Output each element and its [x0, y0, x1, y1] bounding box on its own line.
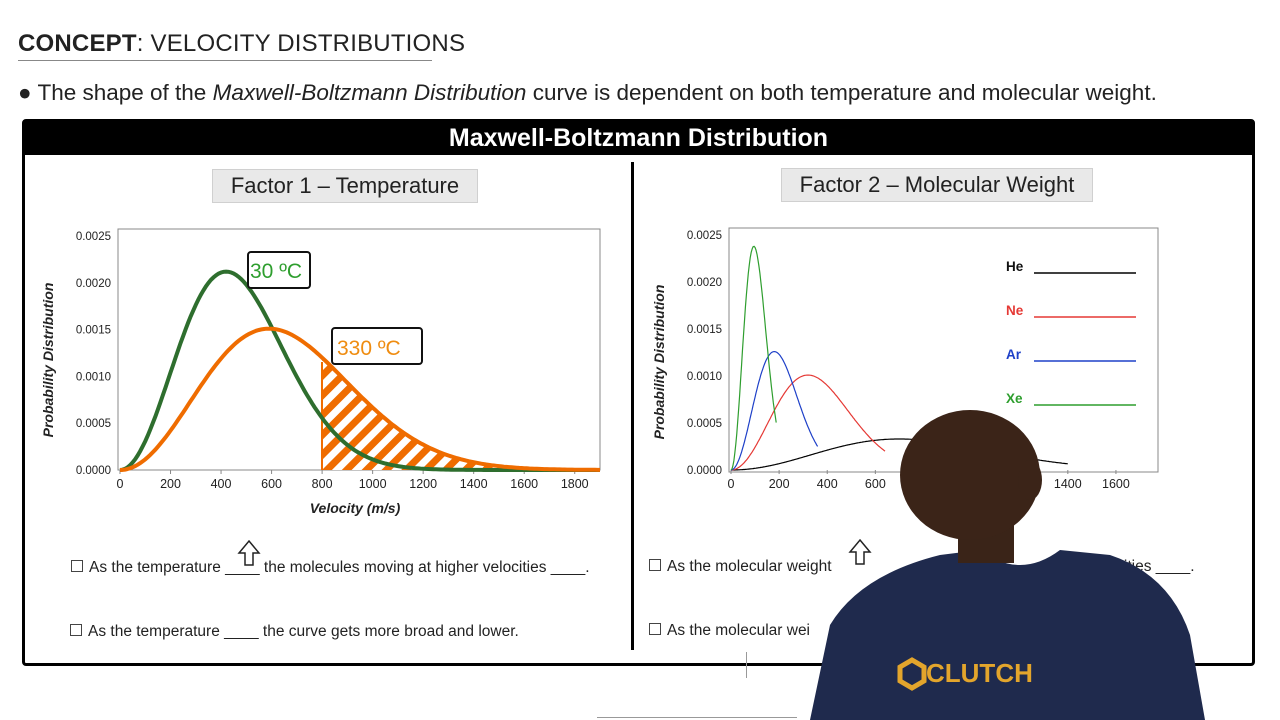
right-question-1: As the molecular weight	[649, 558, 832, 576]
divider-mark	[746, 652, 747, 678]
bullet-text-italic: Maxwell-Boltzmann Distribution	[212, 80, 527, 105]
left-y-tick-label: 0.0025	[76, 231, 111, 243]
bullet-symbol: ●	[18, 80, 32, 105]
left-question-1: As the temperature ____ the molecules mo…	[71, 559, 590, 577]
right-y-tick-label: 0.0000	[687, 465, 722, 477]
series-xe-line	[730, 245, 777, 471]
left-x-axis-label: Velocity (m/s)	[310, 500, 401, 516]
legend-label-he: He	[1006, 259, 1024, 274]
left-x-tick-label: 1400	[460, 477, 488, 491]
right-x-tick-label: 1400	[1054, 477, 1082, 491]
right-y-tick-label: 0.0020	[687, 277, 722, 289]
right-x-tick-label: 600	[865, 477, 886, 491]
legend-label-ne: Ne	[1006, 303, 1024, 318]
checkbox-icon[interactable]	[70, 624, 82, 636]
high-velocity-shaded-area	[322, 357, 600, 470]
left-y-tick-label: 0.0010	[76, 371, 111, 383]
concept-title: CONCEPT: VELOCITY DISTRIBUTIONS	[18, 30, 465, 58]
right-y-tick-label: 0.0005	[687, 418, 722, 430]
bullet-point: ● The shape of the Maxwell-Boltzmann Dis…	[18, 80, 1157, 106]
bottom-line	[597, 717, 797, 718]
right-x-tick-label: 200	[769, 477, 790, 491]
left-y-tick-label: 0.0020	[76, 278, 111, 290]
right-x-tick-label: 400	[817, 477, 838, 491]
right-x-tick-label: 1600	[1102, 477, 1130, 491]
left-x-tick-label: 200	[160, 477, 181, 491]
bullet-text-post: curve is dependent on both temperature a…	[526, 80, 1157, 105]
factor-1-label: Factor 1 – Temperature	[212, 169, 478, 203]
annotation-330c-box	[331, 327, 423, 365]
temperature-chart: 0.0000 0.0005 0.0010 0.0015 0.0020 0.0025 0 20…	[40, 228, 601, 516]
left-x-tick-label: 1800	[561, 477, 589, 491]
left-question-2: As the temperature ____ the curve gets m…	[70, 623, 519, 641]
concept-underline	[18, 60, 432, 61]
annotation-30c: 30 ºC	[250, 260, 302, 283]
checkbox-icon[interactable]	[649, 623, 661, 635]
bullet-text-pre: The shape of the	[37, 80, 213, 105]
presenter-shirt	[810, 550, 1205, 720]
series-ne-line	[731, 374, 886, 471]
shirt-logo-text: CLUTCH	[926, 658, 1033, 688]
left-x-tick-label: 1000	[359, 477, 387, 491]
annotation-330c: 330 ºC	[337, 337, 401, 360]
series-330c-line	[119, 326, 600, 472]
right-question-1-text: As the molecular weight	[667, 558, 832, 575]
series-ar-line	[730, 350, 819, 471]
presenter-video: CLUTCH	[810, 410, 1205, 720]
right-question-2-text: As the molecular wei	[667, 622, 811, 639]
left-y-axis-label: Probability Distribution	[40, 283, 56, 438]
left-y-tick-label: 0.0015	[76, 325, 111, 337]
right-y-tick-label: 0.0010	[687, 371, 722, 383]
left-x-tick-label: 400	[211, 477, 232, 491]
series-30c-line	[119, 269, 600, 472]
presenter-ear	[1018, 460, 1042, 500]
panel-title: Maxwell-Boltzmann Distribution	[25, 122, 1252, 155]
concept-title-bold: CONCEPT	[18, 30, 137, 57]
panel-divider	[631, 162, 634, 650]
legend-label-ar: Ar	[1006, 347, 1022, 362]
concept-title-rest: : VELOCITY DISTRIBUTIONS	[136, 30, 466, 57]
left-y-tick-label: 0.0005	[76, 418, 111, 430]
left-x-tick-label: 600	[261, 477, 282, 491]
legend-label-xe: Xe	[1006, 391, 1023, 406]
annotation-30c-box	[247, 251, 311, 289]
left-y-tick-label: 0.0000	[76, 465, 111, 477]
left-question-2-text: As the temperature ____ the curve gets m…	[88, 623, 519, 640]
up-arrow-icon	[848, 538, 872, 565]
right-question-2: As the molecular wei	[649, 622, 810, 640]
up-arrow-icon	[237, 539, 261, 566]
left-x-tick-label: 800	[312, 477, 333, 491]
left-question-1-text: As the temperature ____ the molecules mo…	[89, 559, 590, 576]
checkbox-icon[interactable]	[71, 560, 83, 572]
right-y-tick-label: 0.0015	[687, 324, 722, 336]
right-x-tick-label: 0	[728, 477, 735, 491]
left-x-tick-label: 1200	[409, 477, 437, 491]
left-x-tick-label: 0	[117, 477, 124, 491]
right-y-tick-label: 0.0025	[687, 230, 722, 242]
checkbox-icon[interactable]	[649, 559, 661, 571]
factor-2-label: Factor 2 – Molecular Weight	[781, 168, 1093, 202]
left-x-tick-label: 1600	[510, 477, 538, 491]
right-y-axis-label: Probability Distribution	[651, 285, 667, 440]
clutch-logo-icon	[897, 657, 927, 691]
presenter-head	[900, 410, 1040, 540]
